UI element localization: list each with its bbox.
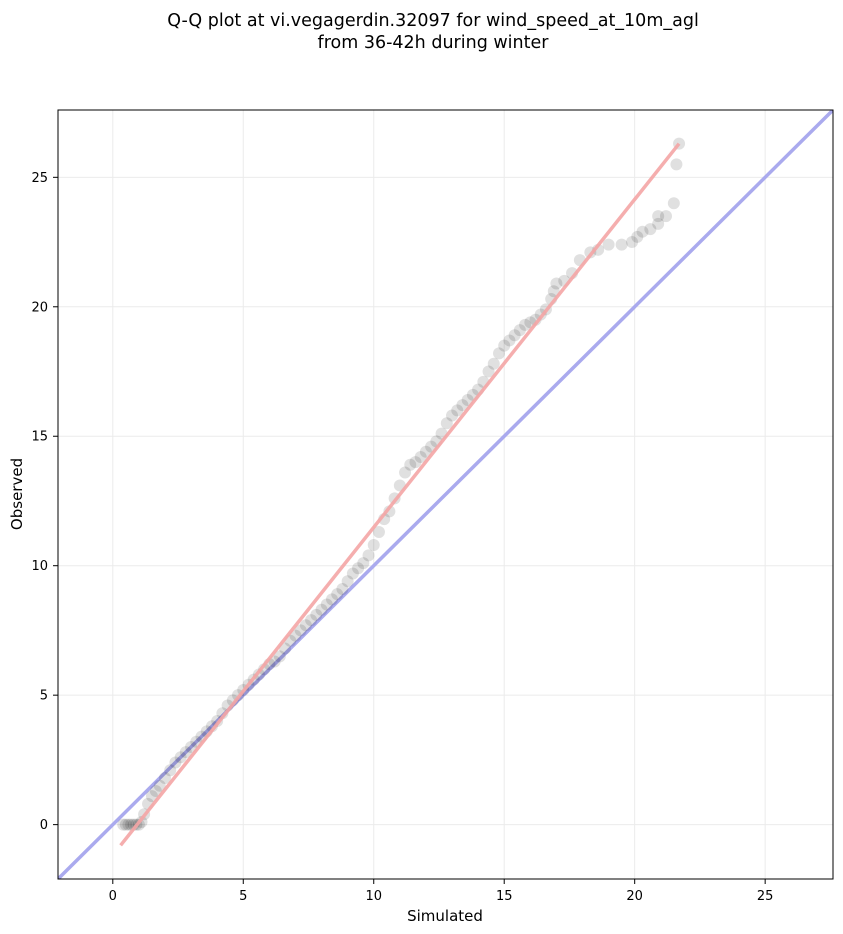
data-point-53 [367,538,380,551]
data-point-82 [519,318,532,331]
data-point-104 [667,197,680,210]
data-point-95 [602,238,615,251]
x-tick-label-1: 5 [239,889,247,904]
data-point-45 [325,593,338,606]
data-point-54 [372,526,385,539]
y-axis-ticks: 0 5 10 15 20 25 [31,171,58,833]
data-point-48 [341,575,354,588]
y-axis-label: Observed [8,458,26,530]
data-point-13 [158,772,171,785]
x-axis-ticks: 0 5 10 15 20 25 [109,879,774,904]
chart-title-line-1: Q-Q plot at vi.vegagerdin.32097 for wind… [167,11,699,31]
x-tick-label-4: 20 [626,889,643,904]
y-tick-label-3: 15 [31,430,48,445]
data-point-68 [446,409,459,422]
data-point-96 [615,238,628,251]
data-point-59 [399,466,412,479]
reference-line [58,110,833,879]
chart-title-line-2: from 36-42h during winter [318,33,550,53]
data-point-39 [294,624,307,637]
y-tick-label-2: 10 [31,559,48,574]
data-point-16 [174,751,187,764]
x-tick-label-2: 10 [365,889,382,904]
data-point-52 [362,549,375,562]
data-point-11 [149,784,162,797]
data-point-88 [547,285,560,298]
data-point-97 [626,236,639,249]
data-point-61 [409,456,422,469]
data-point-89 [550,277,563,290]
data-point-79 [503,334,516,347]
data-point-51 [357,557,370,570]
data-point-63 [419,445,432,458]
data-point-44 [320,598,333,611]
y-tick-label-4: 20 [31,300,48,315]
data-point-99 [636,225,649,238]
data-point-100 [644,223,657,236]
data-point-10 [145,790,158,803]
data-point-1 [119,818,132,831]
data-point-102 [652,210,665,223]
data-point-70 [456,399,469,412]
data-point-34 [268,655,281,668]
data-point-67 [440,417,453,430]
x-axis-label: Simulated [407,907,483,925]
y-tick-label-5: 25 [31,171,48,186]
data-point-36 [279,642,292,655]
data-point-43 [315,603,328,616]
data-point-18 [185,740,198,753]
data-point-62 [414,450,427,463]
data-point-0 [117,818,130,831]
data-point-17 [179,746,192,759]
plot-frame [57,109,834,880]
data-point-42 [310,608,323,621]
data-point-98 [631,230,644,243]
data-point-81 [513,324,526,337]
data-point-69 [451,404,464,417]
data-point-12 [153,779,166,792]
grid-lines [58,110,833,879]
x-tick-label-5: 25 [757,889,774,904]
y-tick-label-1: 5 [40,689,48,704]
data-point-15 [169,756,182,769]
data-point-76 [487,357,500,370]
data-point-38 [289,629,302,642]
plot-content [58,110,833,879]
data-point-50 [352,562,365,575]
data-point-46 [331,588,344,601]
data-point-2 [122,818,135,831]
data-point-103 [659,210,672,223]
x-tick-label-0: 0 [109,889,117,904]
data-point-47 [336,583,349,596]
data-point-80 [508,329,521,342]
data-point-101 [652,217,665,230]
y-tick-label-0: 0 [40,818,48,833]
data-point-78 [498,339,511,352]
fit-line [119,142,681,847]
data-point-35 [273,650,286,663]
data-point-77 [492,347,505,360]
data-point-49 [346,567,359,580]
data-point-56 [383,505,396,518]
data-point-41 [305,614,318,627]
data-point-75 [482,365,495,378]
data-point-105 [670,158,683,171]
x-tick-label-3: 15 [496,889,513,904]
data-point-60 [404,458,417,471]
data-point-14 [164,764,177,777]
data-point-40 [299,619,312,632]
